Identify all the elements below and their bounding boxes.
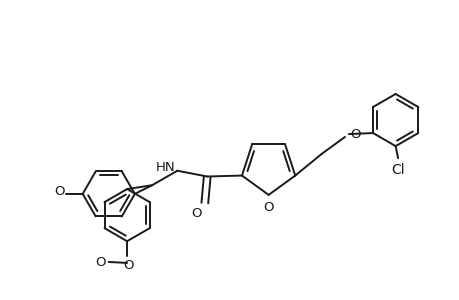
- Text: O: O: [349, 128, 359, 141]
- Text: O: O: [190, 207, 201, 220]
- Text: O: O: [54, 185, 65, 199]
- Text: O: O: [123, 259, 134, 272]
- Text: Cl: Cl: [391, 163, 404, 176]
- Text: O: O: [95, 256, 106, 269]
- Text: O: O: [263, 201, 273, 214]
- Text: HN: HN: [155, 161, 174, 174]
